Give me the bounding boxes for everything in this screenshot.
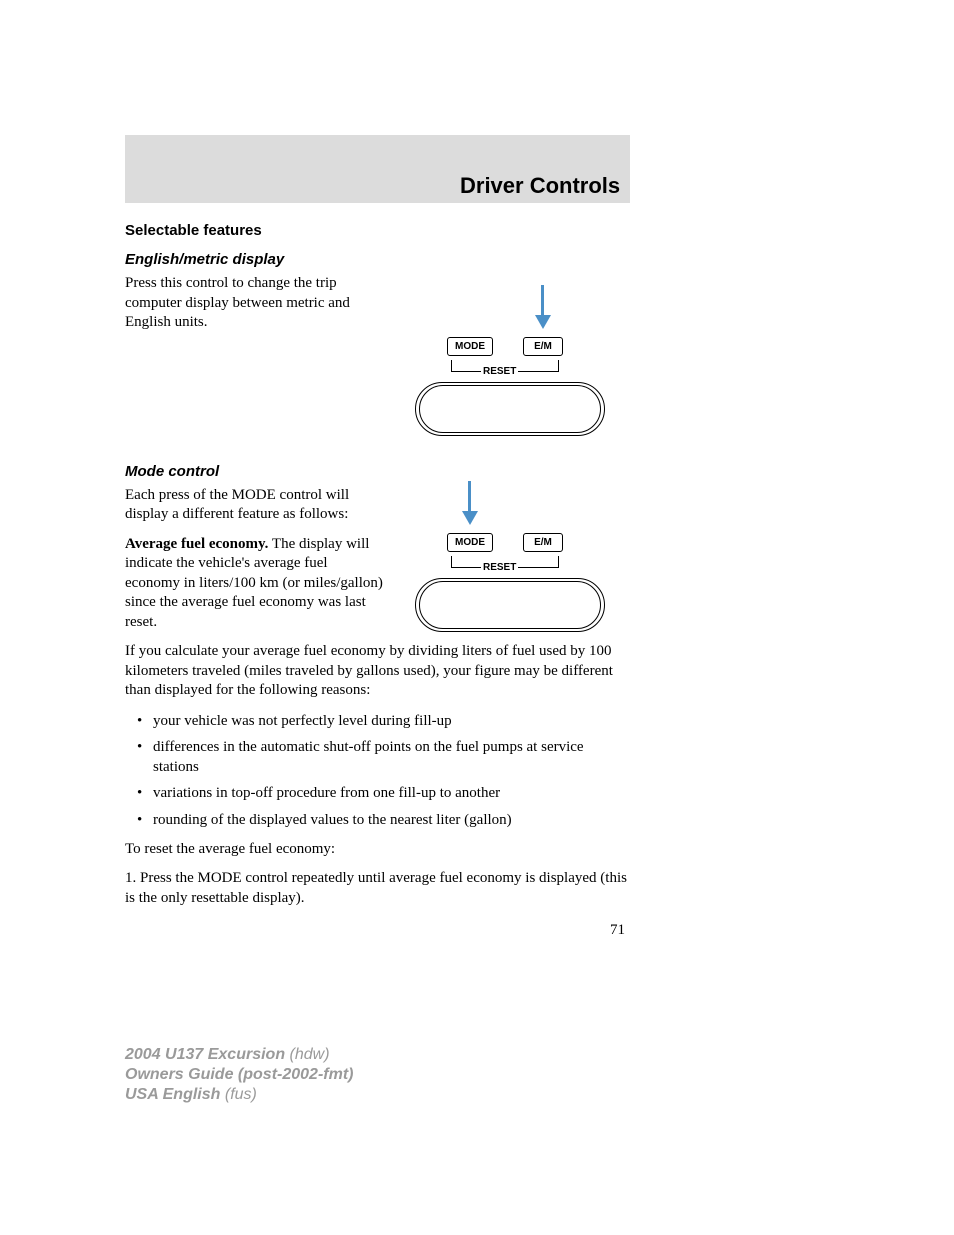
footer-line-1: 2004 U137 Excursion (hdw): [125, 1045, 353, 1065]
arrow-line-icon: [541, 285, 544, 315]
em-button-label: E/M: [523, 533, 563, 552]
list-item: variations in top-off procedure from one…: [125, 783, 630, 803]
bold-avg-fuel: Average fuel economy.: [125, 536, 268, 552]
display-oval-inner: [419, 385, 601, 433]
paragraph-mode-intro: Each press of the MODE control will disp…: [125, 486, 385, 525]
content-area: Selectable features English/metric displ…: [125, 222, 630, 918]
mode-button-label: MODE: [447, 337, 493, 356]
footer-bold-3: USA English: [125, 1086, 220, 1103]
reset-label: RESET: [481, 366, 518, 377]
arrow-line-icon: [468, 481, 471, 511]
footer-bold-1: 2004 U137 Excursion: [125, 1046, 285, 1063]
paragraph-english-metric: Press this control to change the trip co…: [125, 274, 385, 333]
arrow-head-icon: [535, 315, 551, 329]
reset-label: RESET: [481, 562, 518, 573]
paragraph-reset-step: 1. Press the MODE control repeatedly unt…: [125, 869, 630, 908]
footer-block: 2004 U137 Excursion (hdw) Owners Guide (…: [125, 1045, 353, 1105]
arrow-head-icon: [462, 511, 478, 525]
bullet-list-reasons: your vehicle was not perfectly level dur…: [125, 711, 630, 830]
paragraph-reset-intro: To reset the average fuel economy:: [125, 840, 630, 860]
sub-heading-english-metric: English/metric display: [125, 251, 630, 268]
list-item: rounding of the displayed values to the …: [125, 810, 630, 830]
footer-rest-1: (hdw): [285, 1046, 329, 1063]
page-number: 71: [610, 922, 625, 939]
section-heading-selectable: Selectable features: [125, 222, 630, 239]
page-header-title: Driver Controls: [460, 173, 620, 199]
paragraph-avg-fuel: Average fuel economy. The display will i…: [125, 535, 385, 633]
paragraph-calc-diff: If you calculate your average fuel econo…: [125, 642, 630, 701]
sub-heading-mode-control: Mode control: [125, 463, 630, 480]
footer-rest-3: (fus): [220, 1086, 256, 1103]
list-item: your vehicle was not perfectly level dur…: [125, 711, 630, 731]
footer-line-2: Owners Guide (post-2002-fmt): [125, 1065, 353, 1085]
mode-button-label: MODE: [447, 533, 493, 552]
display-oval-inner: [419, 581, 601, 629]
list-item: differences in the automatic shut-off po…: [125, 737, 630, 778]
em-button-label: E/M: [523, 337, 563, 356]
footer-line-3: USA English (fus): [125, 1085, 353, 1105]
